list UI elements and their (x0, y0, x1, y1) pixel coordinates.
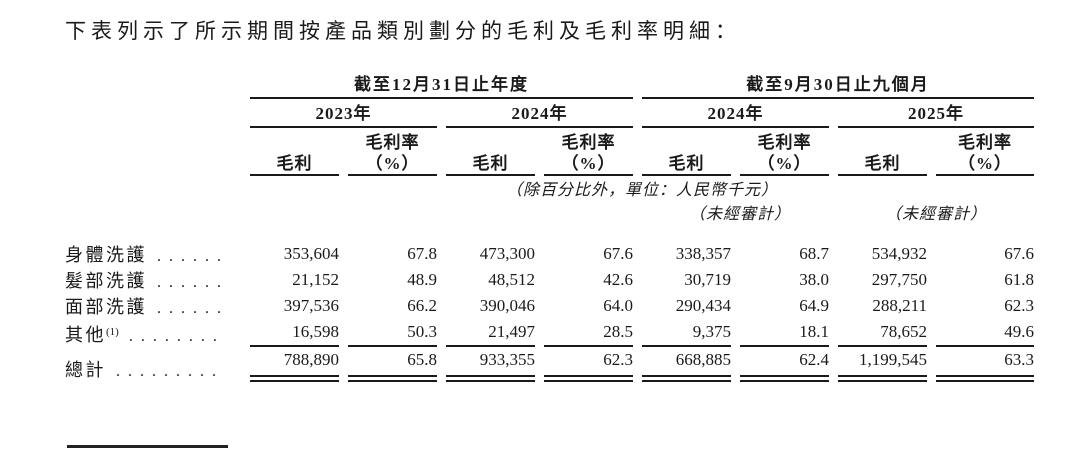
col-header-margin: 毛利率 （%） (348, 128, 437, 176)
intro-text: 下表列示了所示期間按產品類別劃分的毛利及毛利率明細： (65, 19, 741, 43)
total-profit: 668,885 (642, 347, 731, 382)
col-header-margin: 毛利率 （%） (544, 128, 633, 176)
col-header-margin: 毛利率 （%） (740, 128, 829, 176)
table-row-body-care: 身體洗護 . . . . . . 353,604 67.8 473,300 67.… (65, 241, 1034, 267)
period-header-annual: 截至12月31日止年度 (250, 70, 633, 99)
cell-profit: 288,211 (872, 296, 927, 315)
unaudited-note-row: （未經審計） （未經審計） (65, 200, 1034, 224)
unit-note-row: （除百分比外，單位：人民幣千元） (65, 176, 1034, 200)
cell-margin: 48.9 (407, 270, 437, 289)
row-label: 其他 (65, 325, 106, 345)
table-row-hair-care: 髮部洗護. . . . . . 21,152 48.9 48,512 42.6 … (65, 267, 1034, 293)
year-header-2023: 2023年 (250, 99, 437, 128)
total-profit: 1,199,545 (838, 347, 927, 382)
col-header-profit: 毛利 (446, 128, 535, 176)
cell-profit: 338,357 (675, 244, 731, 263)
prospectus-page: 下表列示了所示期間按產品類別劃分的毛利及毛利率明細： 截至12月31日止年度 截… (0, 15, 1080, 454)
table-row-face-care: 面部洗護 . . . . . . 397,536 66.2 390,046 64.… (65, 293, 1034, 319)
cell-profit: 30,719 (684, 270, 731, 289)
total-margin: 62.3 (544, 347, 633, 382)
cell-profit: 473,300 (479, 244, 535, 263)
cell-profit: 78,652 (838, 319, 927, 347)
footnote-marker: (1) (106, 326, 119, 338)
dot-leader: . . . . . . . . . (116, 363, 218, 380)
column-header-row: 毛利 毛利率 （%） 毛利 毛利率 （%） 毛利 毛利率 （%） 毛利 毛利率 （%） (65, 128, 1034, 176)
cell-profit: 297,750 (871, 270, 927, 289)
period-header-row: 截至12月31日止年度 截至9月30日止九個月 (65, 70, 1034, 99)
footnote-rule (67, 445, 228, 448)
cell-margin: 67.6 (603, 244, 633, 263)
cell-profit: 21,497 (446, 319, 535, 347)
year-header-2024-9m: 2024年 (642, 99, 829, 128)
cell-profit: 290,434 (675, 296, 731, 315)
total-profit: 933,355 (446, 347, 535, 382)
row-label: 髮部洗護 (65, 271, 147, 291)
cell-profit: 9,375 (642, 319, 731, 347)
gross-profit-table: 截至12月31日止年度 截至9月30日止九個月 2023年 2024年 2024… (65, 70, 1034, 382)
dot-leader: . . . . . . . . (128, 328, 219, 345)
cell-margin: 28.5 (544, 319, 633, 347)
year-header-2024: 2024年 (446, 99, 633, 128)
total-margin: 65.8 (348, 347, 437, 382)
col-header-margin: 毛利率 （%） (936, 128, 1034, 176)
cell-profit: 397,536 (283, 296, 339, 315)
unaudited-note: （未經審計） (688, 206, 791, 223)
cell-margin: 61.8 (1004, 270, 1034, 289)
cell-profit: 534,932 (871, 244, 927, 263)
row-label: 身體洗護 (65, 245, 147, 265)
row-label: 面部洗護 (65, 297, 147, 317)
year-header-row: 2023年 2024年 2024年 2025年 (65, 99, 1034, 128)
cell-profit: 21,152 (292, 270, 339, 289)
dot-leader: . . . . . . (157, 300, 223, 317)
table-row-others: 其他(1). . . . . . . . 16,598 50.3 21,497 … (65, 319, 1034, 347)
cell-margin: 64.9 (799, 296, 829, 315)
total-label: 總計 (65, 360, 106, 380)
period-header-nine-months: 截至9月30日止九個月 (642, 70, 1034, 99)
dot-leader: . . . . . . (157, 248, 223, 265)
table-row-total: 總計 . . . . . . . . . 788,890 65.8 933,355… (65, 347, 1034, 382)
col-header-profit: 毛利 (250, 128, 339, 176)
year-header-2025-9m: 2025年 (838, 99, 1034, 128)
col-header-profit: 毛利 (642, 128, 731, 176)
cell-margin: 64.0 (603, 296, 633, 315)
cell-margin: 66.2 (407, 296, 437, 315)
cell-margin: 50.3 (348, 319, 437, 347)
cell-margin: 67.6 (1004, 244, 1034, 263)
cell-margin: 68.7 (799, 244, 829, 263)
cell-profit: 48,512 (488, 270, 535, 289)
cell-margin: 18.1 (740, 319, 829, 347)
cell-profit: 353,604 (283, 244, 339, 263)
unit-note: （除百分比外，單位：人民幣千元） (505, 182, 778, 199)
cell-profit: 16,598 (250, 319, 339, 347)
cell-margin: 49.6 (936, 319, 1034, 347)
cell-margin: 42.6 (603, 270, 633, 289)
cell-profit: 390,046 (479, 296, 535, 315)
total-profit: 788,890 (250, 347, 339, 382)
cell-margin: 67.8 (407, 244, 437, 263)
unaudited-note: （未經審計） (884, 206, 987, 223)
cell-margin: 62.3 (1004, 296, 1034, 315)
total-margin: 62.4 (740, 347, 829, 382)
col-header-profit: 毛利 (838, 128, 927, 176)
cell-margin: 38.0 (799, 270, 829, 289)
dot-leader: . . . . . . (157, 274, 223, 291)
total-margin: 63.3 (936, 347, 1034, 382)
